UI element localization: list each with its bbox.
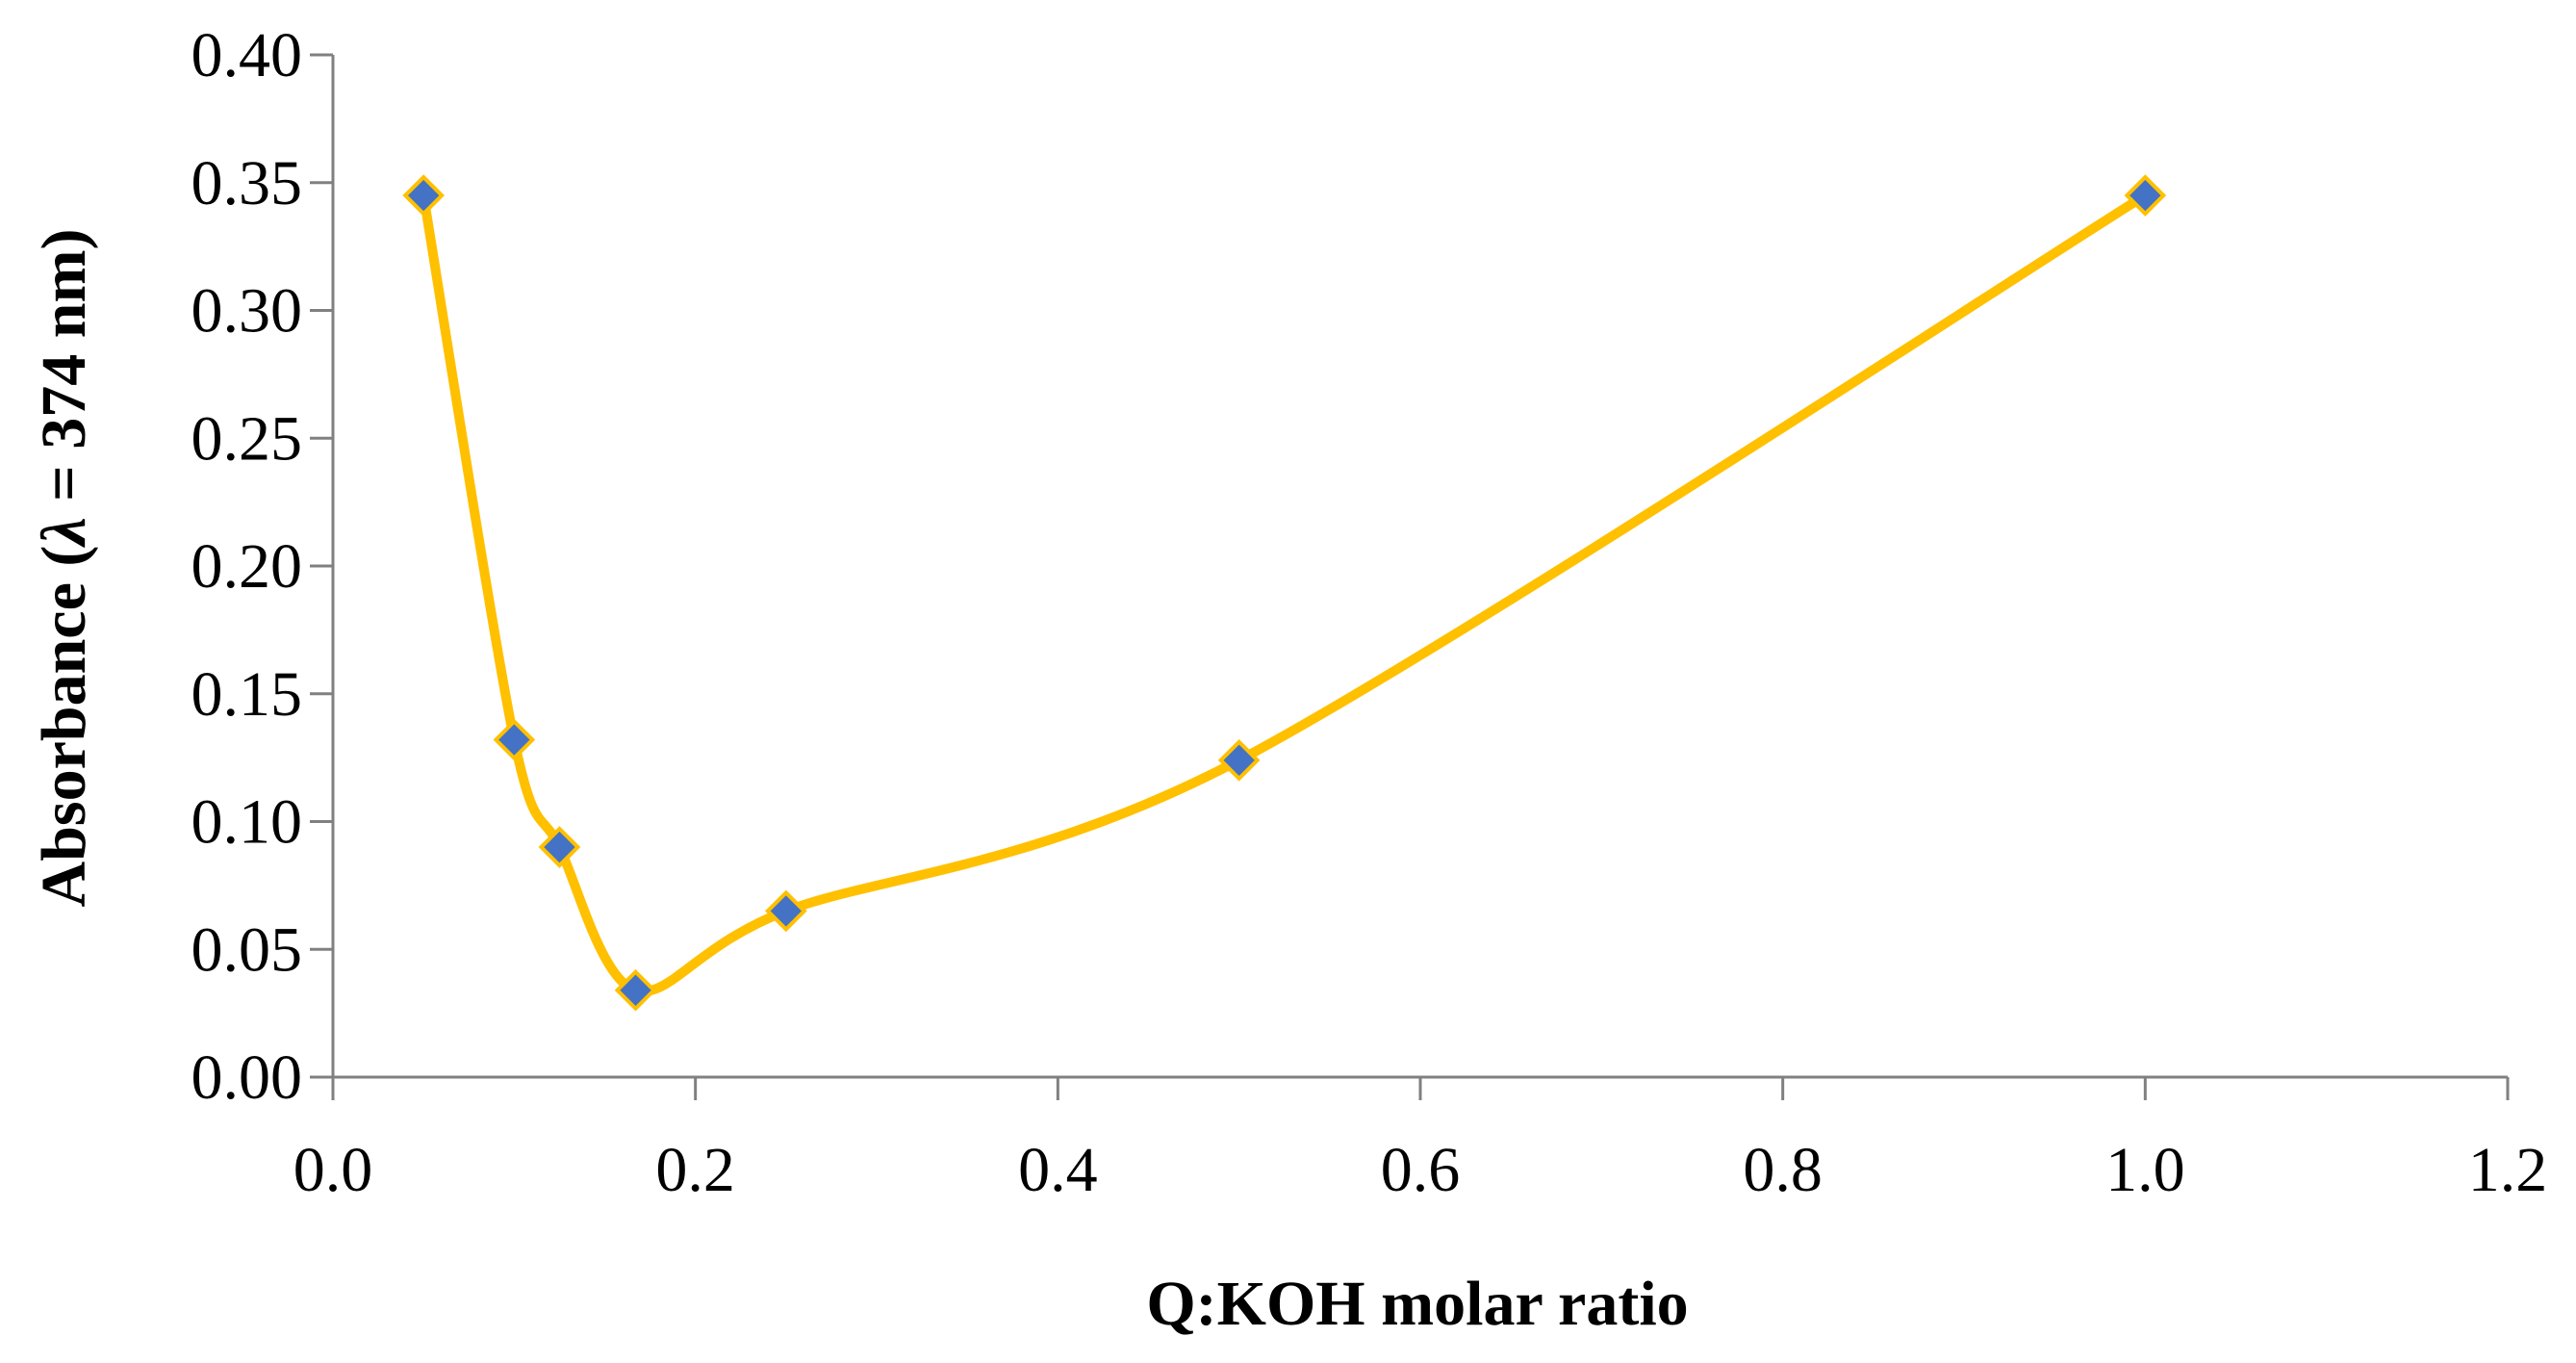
x-tick-label: 1.0 — [2105, 1135, 2185, 1205]
y-axis-title-lambda: λ — [29, 517, 99, 548]
y-tick-label: 0.10 — [191, 787, 303, 858]
y-axis-title-part: Absorbance ( — [29, 546, 99, 908]
y-tick-label: 0.25 — [191, 403, 303, 474]
markers — [402, 174, 2167, 1012]
x-tick-label: 0.0 — [293, 1135, 373, 1205]
y-tick-label: 0.40 — [191, 20, 303, 90]
series-line — [419, 191, 2151, 996]
y-axis: 0.00 0.05 0.10 0.15 0.20 0.25 0.30 0.35 0.40 — [191, 20, 335, 1113]
data-point-marker — [538, 826, 581, 868]
x-tick-label: 1.2 — [2468, 1135, 2548, 1205]
data-point-marker — [765, 889, 807, 933]
data-point-marker — [402, 174, 445, 217]
x-axis: 0.0 0.2 0.4 0.6 0.8 1.0 1.2 — [293, 1075, 2548, 1205]
y-tick-label: 0.05 — [191, 914, 303, 985]
x-tick-label: 0.6 — [1381, 1135, 1461, 1205]
y-tick-label: 0.35 — [191, 148, 303, 219]
x-tick-label: 0.4 — [1018, 1135, 1098, 1205]
x-tick-label: 0.2 — [655, 1135, 735, 1205]
x-tick-label: 0.8 — [1743, 1135, 1823, 1205]
y-tick-label: 0.00 — [191, 1042, 303, 1113]
y-axis-title-part: = 374 nm) — [29, 229, 99, 518]
data-point-marker — [1217, 738, 1261, 782]
y-axis-title: Absorbance (λ = 374 nm) — [29, 229, 99, 908]
y-tick-label: 0.30 — [191, 276, 303, 347]
data-point-marker — [493, 718, 536, 761]
y-tick-label: 0.20 — [191, 531, 303, 602]
y-tick-label: 0.15 — [191, 659, 303, 730]
series — [419, 191, 2151, 996]
x-axis-title: Q:KOH molar ratio — [1146, 1269, 1688, 1339]
data-point-marker — [2124, 174, 2167, 217]
data-point-marker — [614, 968, 657, 1012]
